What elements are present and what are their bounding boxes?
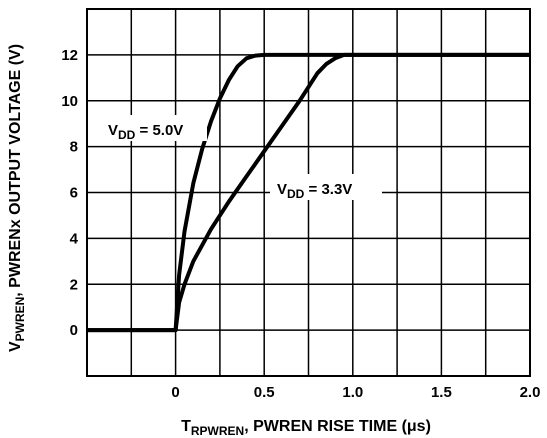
grid: [86, 8, 531, 377]
y-tick-labels: 0 2 4 6 8 10 12: [61, 47, 78, 339]
plot-frame: [86, 8, 531, 377]
y-tick-label: 6: [70, 185, 78, 202]
series-label-vdd-3-3v: VDD = 3.3V: [277, 181, 352, 201]
series-label-vdd-5v: VDD = 5.0V: [108, 122, 183, 142]
x-axis-title: TRPWREN, PWREN RISE TIME (μs): [181, 418, 431, 438]
y-tick-label: 4: [70, 230, 79, 247]
y-tick-label: 2: [70, 276, 78, 293]
y-tick-label: 8: [70, 139, 78, 156]
x-tick-label: 2.0: [520, 384, 541, 401]
x-tick-label: 1.0: [342, 384, 363, 401]
x-tick-label: 0: [171, 384, 179, 401]
series-line-vdd-3-3v: [87, 52, 530, 333]
x-tick-label: 1.5: [431, 384, 452, 401]
series-lines: [87, 52, 530, 333]
y-tick-label: 10: [61, 93, 78, 110]
y-axis-title: VPWREN, PWRENx OUTPUT VOLTAGE (V): [7, 44, 27, 352]
series-label-bg-vdd-5v: [103, 115, 207, 141]
series-line-vdd-5v: [87, 52, 530, 333]
y-tick-label: 12: [61, 47, 78, 64]
y-tick-label: 0: [70, 322, 78, 339]
x-tick-labels: 0 0.5 1.0 1.5 2.0: [171, 384, 540, 401]
x-tick-label: 0.5: [254, 384, 275, 401]
series-label-bg-vdd-3-3v: [270, 174, 382, 200]
